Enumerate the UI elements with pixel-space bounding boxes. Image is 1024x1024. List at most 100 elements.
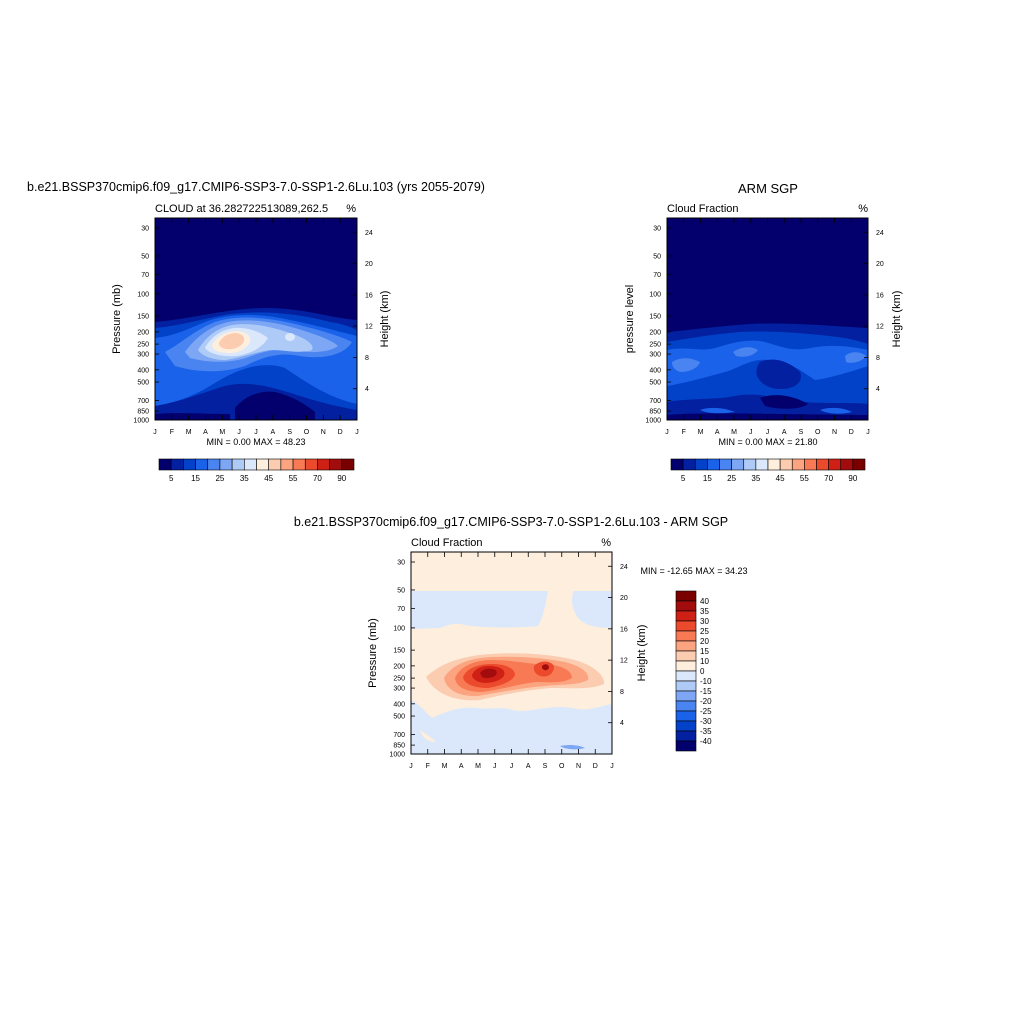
panel-model-minmax: MIN = 0.00 MAX = 48.23	[206, 437, 305, 447]
colorbar-swatch	[767, 458, 781, 471]
colorbar-swatch	[195, 458, 209, 471]
colorbar-label: 25	[215, 474, 224, 483]
y-tick-label: 50	[141, 253, 149, 260]
colorbar-label: 5	[681, 474, 686, 483]
x-tick-label: D	[338, 429, 343, 436]
x-tick-label: O	[304, 429, 310, 436]
x-tick-label: J	[409, 763, 413, 770]
y-right-tick-label: 8	[620, 689, 624, 696]
panel-model-subtitle: CLOUD at 36.282722513089,262.5	[155, 203, 328, 215]
y-tick-label: 300	[137, 352, 149, 359]
y-tick-label: 1000	[645, 418, 661, 425]
y-tick-label: 70	[653, 272, 661, 279]
colorbar-label: 35	[700, 607, 709, 616]
y-tick-label: 400	[649, 367, 661, 374]
colorbar-swatch	[675, 730, 697, 742]
x-tick-label: O	[559, 763, 565, 770]
x-tick-label: N	[832, 429, 837, 436]
x-tick-label: M	[698, 429, 704, 436]
panel-model: b.e21.BSSP370cmip6.f09_g17.CMIP6-SSP3-7.…	[27, 180, 485, 483]
colorbar-swatch	[675, 650, 697, 662]
colorbar-swatch	[675, 640, 697, 652]
colorbar-label: 15	[703, 474, 712, 483]
colorbar-label: -25	[700, 707, 712, 716]
panel-obs: ARM SGP Cloud Fraction % 30 50 70 100 150 200…	[624, 181, 903, 483]
x-tick-label: J	[749, 429, 753, 436]
y-tick-label: 700	[137, 398, 149, 405]
colorbar-swatch	[675, 680, 697, 692]
y-right-tick-label: 12	[876, 324, 884, 331]
panel-obs-units: %	[858, 203, 868, 215]
y-right-tick-label: 20	[620, 595, 628, 602]
y-tick-label: 1000	[389, 752, 405, 759]
panel-diff-ylabel: Pressure (mb)	[367, 618, 379, 688]
panel-obs-ylabel: pressure level	[624, 285, 636, 353]
colorbar-swatch	[280, 458, 294, 471]
x-tick-label: J	[510, 763, 514, 770]
panel-model-axes: 30 50 70 100 150 200 250 300 400 500 700 850 1000 4 8 1…	[133, 218, 373, 436]
y-right-tick-label: 4	[365, 386, 369, 393]
x-tick-label: M	[186, 429, 192, 436]
colorbar-swatch	[268, 458, 282, 471]
y-tick-label: 250	[137, 342, 149, 349]
colorbar-swatch	[170, 458, 184, 471]
x-tick-label: A	[459, 763, 464, 770]
panel-obs-colorbar: 5 15 25 35 45 55 70 90	[670, 458, 866, 483]
x-tick-label: S	[799, 429, 804, 436]
colorbar-label: 40	[700, 597, 709, 606]
colorbar-swatch	[231, 458, 245, 471]
panel-obs-contours	[667, 218, 868, 420]
y-right-tick-label: 16	[365, 292, 373, 299]
y-tick-label: 500	[137, 380, 149, 387]
y-tick-label: 30	[653, 225, 661, 232]
x-tick-label: A	[782, 429, 787, 436]
panel-diff: b.e21.BSSP370cmip6.f09_g17.CMIP6-SSP3-7.…	[294, 515, 748, 770]
x-tick-label: A	[715, 429, 720, 436]
y-tick-label: 200	[649, 329, 661, 336]
y-right-tick-label: 12	[620, 658, 628, 665]
colorbar-swatch	[670, 458, 684, 471]
x-tick-label: J	[237, 429, 241, 436]
y-tick-label: 70	[141, 272, 149, 279]
y-right-tick-label: 20	[876, 261, 884, 268]
colorbar-label: 55	[289, 474, 298, 483]
colorbar-label: 25	[700, 627, 709, 636]
panel-obs-ylabel-right: Height (km)	[891, 291, 903, 348]
x-tick-label: F	[170, 429, 174, 436]
x-tick-label: D	[849, 429, 854, 436]
x-tick-label: O	[815, 429, 821, 436]
colorbar-swatch	[675, 700, 697, 712]
y-tick-label: 100	[649, 291, 661, 298]
colorbar-swatch	[707, 458, 720, 471]
colorbar-label: 35	[751, 474, 760, 483]
colorbar-swatch	[329, 458, 343, 471]
y-tick-label: 700	[393, 732, 405, 739]
x-tick-label: F	[682, 429, 686, 436]
colorbar-label: -30	[700, 717, 712, 726]
y-tick-label: 400	[137, 367, 149, 374]
panel-diff-contours	[411, 552, 612, 754]
x-tick-label: J	[665, 429, 669, 436]
x-tick-label: N	[576, 763, 581, 770]
x-tick-label: J	[254, 429, 258, 436]
x-tick-label: J	[355, 429, 359, 436]
x-tick-label: J	[153, 429, 157, 436]
y-tick-label: 250	[649, 342, 661, 349]
y-right-tick-label: 8	[365, 355, 369, 362]
y-tick-label: 50	[397, 587, 405, 594]
panel-diff-title: b.e21.BSSP370cmip6.f09_g17.CMIP6-SSP3-7.…	[294, 515, 728, 529]
colorbar-swatch	[675, 620, 697, 632]
colorbar-swatch	[804, 458, 817, 471]
colorbar-label: -35	[700, 727, 712, 736]
panel-obs-axes: 30 50 70 100 150 200 250 300 400 500 700 850 1000 4 8 1…	[645, 218, 884, 436]
colorbar-swatch	[675, 740, 697, 752]
x-tick-label: D	[593, 763, 598, 770]
y-right-tick-label: 24	[876, 230, 884, 237]
y-tick-label: 150	[649, 314, 661, 321]
colorbar-swatch	[675, 720, 697, 732]
colorbar-label: -40	[700, 737, 712, 746]
colorbar-label: 15	[700, 647, 709, 656]
colorbar-swatch	[219, 458, 233, 471]
y-tick-label: 200	[393, 663, 405, 670]
colorbar-label: 70	[824, 474, 833, 483]
